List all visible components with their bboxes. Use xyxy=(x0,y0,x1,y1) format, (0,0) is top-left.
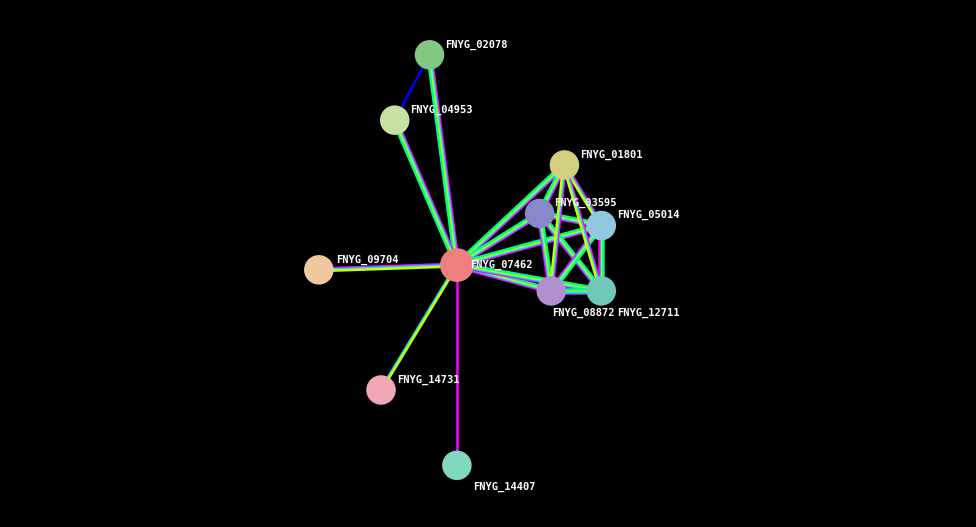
Circle shape xyxy=(537,276,566,306)
Circle shape xyxy=(549,150,579,180)
Circle shape xyxy=(415,40,444,70)
Text: FNYG_04953: FNYG_04953 xyxy=(411,105,473,115)
Text: FNYG_08872: FNYG_08872 xyxy=(552,308,615,318)
Text: FNYG_03595: FNYG_03595 xyxy=(554,198,617,208)
Circle shape xyxy=(525,199,554,228)
Text: FNYG_02078: FNYG_02078 xyxy=(445,40,508,50)
Circle shape xyxy=(587,211,616,240)
Text: FNYG_07462: FNYG_07462 xyxy=(470,260,533,270)
Circle shape xyxy=(440,248,473,282)
Text: FNYG_12711: FNYG_12711 xyxy=(617,308,679,318)
Text: FNYG_14407: FNYG_14407 xyxy=(472,482,535,492)
Circle shape xyxy=(380,105,410,135)
Circle shape xyxy=(366,375,396,405)
Text: FNYG_14731: FNYG_14731 xyxy=(397,375,460,385)
Circle shape xyxy=(442,451,471,480)
Text: FNYG_01801: FNYG_01801 xyxy=(580,150,643,160)
Text: FNYG_09704: FNYG_09704 xyxy=(336,255,398,265)
Circle shape xyxy=(587,276,616,306)
Circle shape xyxy=(305,255,334,285)
Text: FNYG_05014: FNYG_05014 xyxy=(617,210,679,220)
